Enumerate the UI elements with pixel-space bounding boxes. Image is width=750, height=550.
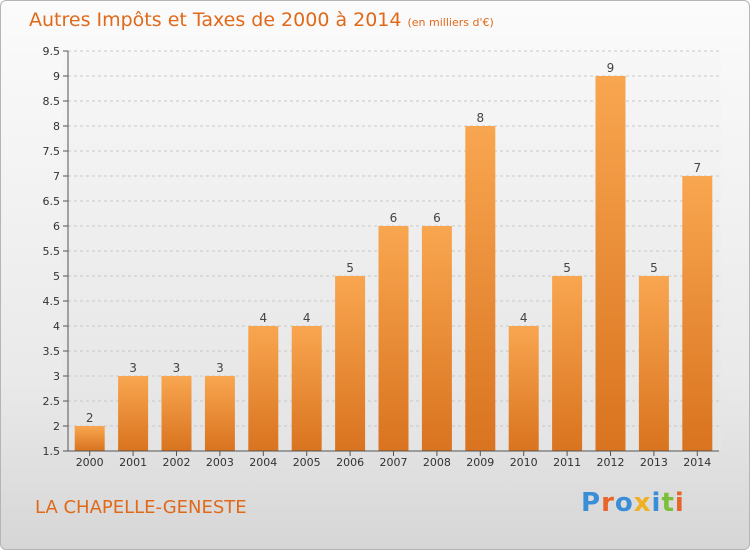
bar-2010 <box>508 326 539 451</box>
logo-letter: i <box>651 488 662 518</box>
value-label: 7 <box>693 161 701 175</box>
x-tick-label: 2013 <box>640 456 668 469</box>
x-tick-label: 2008 <box>423 456 451 469</box>
value-label: 4 <box>259 311 267 325</box>
y-tick-label: 6.5 <box>43 195 61 208</box>
bar-2000 <box>74 426 105 451</box>
data-labels: 2 3 3 3 4 4 5 6 6 8 4 5 9 5 7 <box>86 61 701 425</box>
x-tick-label: 2010 <box>510 456 538 469</box>
chart-title-text: Autres Impôts et Taxes de 2000 à 2014 <box>29 9 402 31</box>
y-tick-label: 4.5 <box>43 295 61 308</box>
value-label: 4 <box>303 311 311 325</box>
x-tick-label: 2007 <box>380 456 408 469</box>
logo-letter: i <box>674 488 685 518</box>
value-label: 5 <box>650 261 658 275</box>
y-tick-label: 7 <box>53 170 60 183</box>
axes: 1.5 2 2.5 3 3.5 4 4.5 5 5.5 6 6.5 7 7.5 8 8.5 9 9.5 2000 2… <box>43 45 719 469</box>
y-tick-label: 5 <box>53 270 60 283</box>
logo-letter: r <box>601 488 615 518</box>
x-tick-label: 2001 <box>119 456 147 469</box>
y-tick-label: 8 <box>53 120 60 133</box>
bar-2009 <box>465 126 496 451</box>
bar-2003 <box>204 376 235 451</box>
chart-title: Autres Impôts et Taxes de 2000 à 2014 (en… <box>29 9 494 31</box>
x-tick-label: 2012 <box>597 456 625 469</box>
y-tick-label: 8.5 <box>43 95 61 108</box>
location-name: LA CHAPELLE-GENESTE <box>35 497 247 518</box>
value-label: 5 <box>346 261 354 275</box>
bar-2008 <box>421 226 452 451</box>
value-label: 2 <box>86 411 94 425</box>
bar-2012 <box>595 76 626 451</box>
logo-letter: o <box>614 488 634 518</box>
y-tick-label: 7.5 <box>43 145 61 158</box>
y-tick-label: 2 <box>53 420 60 433</box>
x-tick-label: 2000 <box>76 456 104 469</box>
y-tick-label: 6 <box>53 220 60 233</box>
y-tick-label: 4 <box>53 320 60 333</box>
bar-2004 <box>248 326 279 451</box>
logo-letter: P <box>581 488 602 518</box>
bar-2005 <box>291 326 322 451</box>
x-tick-label: 2014 <box>683 456 711 469</box>
value-label: 9 <box>607 61 615 75</box>
bar-2001 <box>118 376 149 451</box>
bar-2011 <box>552 276 583 451</box>
x-tick-label: 2003 <box>206 456 234 469</box>
y-tick-label: 1.5 <box>43 445 61 458</box>
value-label: 4 <box>520 311 528 325</box>
x-tick-label: 2011 <box>553 456 581 469</box>
y-tick-label: 9 <box>53 70 60 83</box>
y-tick-label: 2.5 <box>43 395 61 408</box>
x-tick-label: 2005 <box>293 456 321 469</box>
value-label: 8 <box>476 111 484 125</box>
chart-subtitle: (en milliers d'€) <box>407 16 494 29</box>
bar-2014 <box>682 176 713 451</box>
bar-2006 <box>335 276 366 451</box>
y-tick-label: 3 <box>53 370 60 383</box>
bars <box>74 76 713 451</box>
value-label: 6 <box>390 211 398 225</box>
value-label: 3 <box>173 361 181 375</box>
x-tick-label: 2004 <box>249 456 277 469</box>
value-label: 6 <box>433 211 441 225</box>
x-tick-label: 2006 <box>336 456 364 469</box>
bar-2013 <box>638 276 669 451</box>
x-tick-label: 2009 <box>466 456 494 469</box>
logo-letter: t <box>661 488 675 518</box>
value-label: 3 <box>129 361 137 375</box>
bar-2007 <box>378 226 409 451</box>
value-label: 5 <box>563 261 571 275</box>
bar-2002 <box>161 376 192 451</box>
y-tick-label: 9.5 <box>43 45 61 58</box>
y-tick-label: 5.5 <box>43 245 61 258</box>
y-tick-label: 3.5 <box>43 345 61 358</box>
value-label: 3 <box>216 361 224 375</box>
proxiti-logo[interactable]: Proxiti <box>581 488 685 518</box>
logo-letter: x <box>633 488 652 518</box>
x-tick-label: 2002 <box>163 456 191 469</box>
